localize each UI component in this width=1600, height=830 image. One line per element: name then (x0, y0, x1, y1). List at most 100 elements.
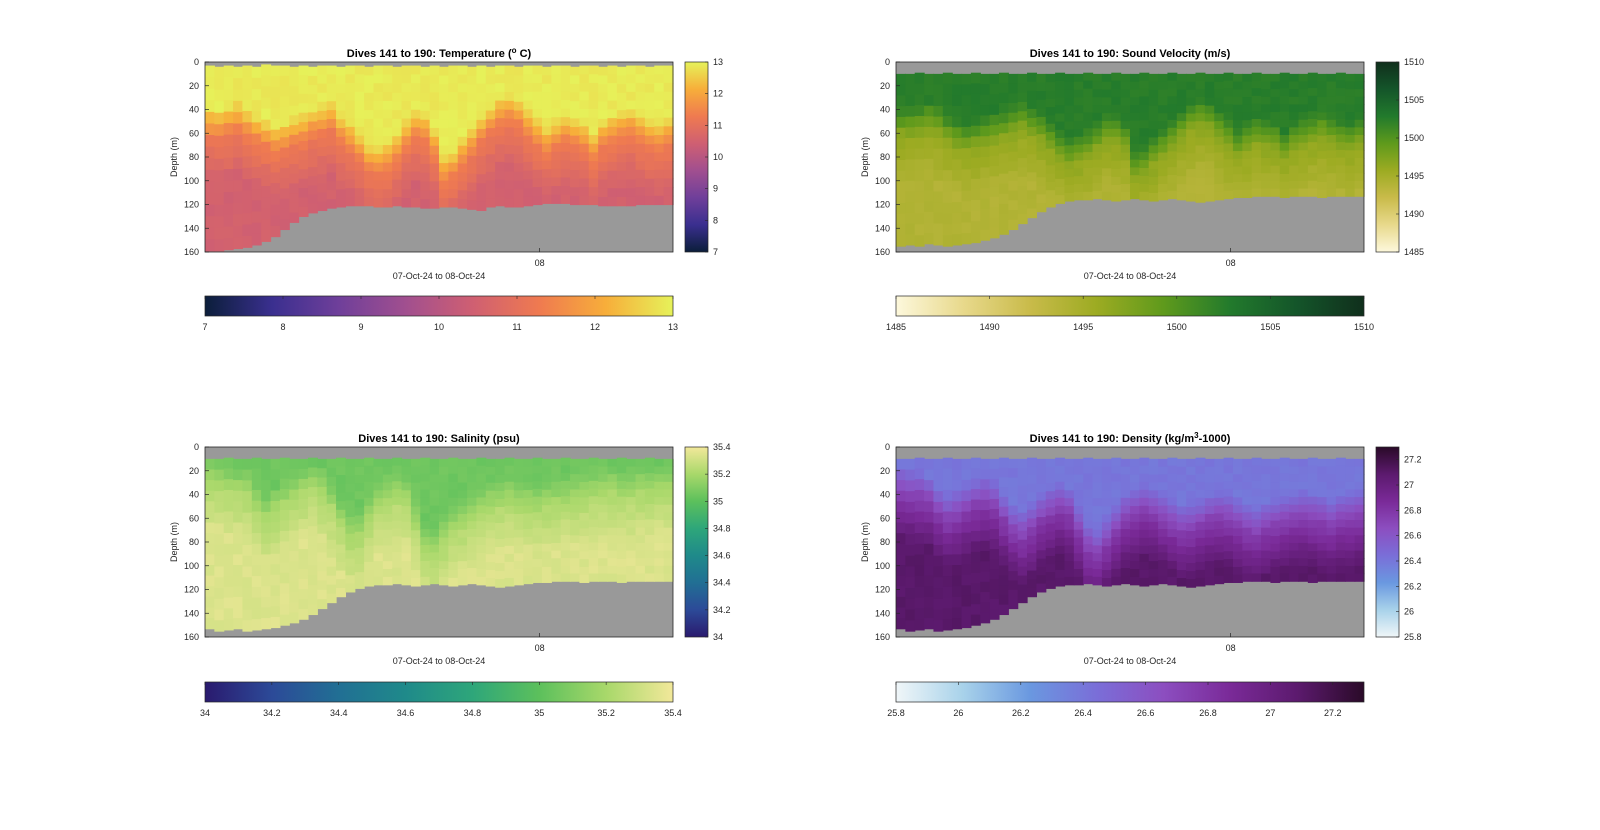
heatmap-cell (457, 199, 468, 209)
heatmap-cell (326, 584, 337, 595)
heatmap-cell (307, 66, 318, 77)
heatmap-cell (607, 161, 618, 172)
heatmap-cell (635, 187, 646, 197)
heatmap-cell (1158, 160, 1169, 169)
heatmap-cell (1279, 111, 1290, 121)
heatmap-cell (896, 480, 906, 492)
heatmap-cell (401, 74, 412, 84)
heatmap-cell (1204, 145, 1215, 154)
heatmap-cell (998, 163, 1009, 175)
heatmap-cell (251, 77, 262, 90)
heatmap-cell (382, 474, 393, 484)
heatmap-cell (1111, 176, 1122, 186)
heatmap-cell (942, 619, 953, 631)
heatmap-cell (448, 109, 459, 120)
heatmap-cell (1223, 527, 1234, 537)
heatmap-cell (1354, 466, 1365, 475)
heatmap-cell (541, 66, 552, 76)
heatmap-cell (233, 586, 244, 598)
hcolorbar-tick-label: 34 (200, 708, 210, 718)
heatmap-cell (1232, 104, 1243, 114)
heatmap-cell (485, 154, 496, 164)
heatmap-cell (570, 109, 580, 120)
x-tick-label: 08 (535, 258, 545, 268)
heatmap-cell (1139, 136, 1150, 145)
heatmap-cell (1176, 514, 1187, 523)
heatmap-cell (1101, 522, 1112, 531)
heatmap-cell (429, 101, 440, 111)
y-axis-label: Depth (m) (169, 522, 179, 562)
heatmap-cell (1261, 573, 1271, 582)
heatmap-cell (401, 153, 412, 164)
heatmap-cell (513, 529, 524, 539)
heatmap-cell (961, 479, 972, 492)
heatmap-cell (905, 105, 916, 118)
heatmap-cell (1083, 175, 1094, 185)
hcolorbar-tick-label: 34.2 (263, 708, 281, 718)
heatmap-cell (448, 162, 459, 173)
heatmap-cell (1345, 135, 1356, 144)
heatmap-cell (551, 527, 562, 536)
heatmap-cell (373, 537, 384, 547)
heatmap-cell (532, 169, 543, 180)
heatmap-cell (1176, 89, 1187, 99)
heatmap-cell (261, 108, 272, 121)
heatmap-cell (251, 554, 262, 566)
heatmap-cell (279, 530, 290, 542)
heatmap-cell (607, 83, 618, 93)
heatmap-cell (467, 567, 478, 577)
heatmap-cell (1130, 159, 1140, 168)
heatmap-cell (952, 596, 963, 609)
heatmap-cell (439, 545, 449, 554)
heatmap-cell (467, 66, 478, 77)
heatmap-cell (1298, 527, 1309, 536)
heatmap-cell (513, 119, 524, 129)
heatmap-cell (998, 604, 1009, 616)
heatmap-cell (1223, 473, 1234, 482)
heatmap-cell (467, 120, 478, 130)
heatmap-cell (205, 192, 215, 206)
heatmap-cell (588, 519, 599, 528)
heatmap-cell (626, 542, 637, 552)
heatmap-cell (233, 112, 244, 125)
heatmap-cell (1176, 530, 1187, 539)
heatmap-cell (1270, 104, 1281, 113)
heatmap-cell (1176, 554, 1187, 563)
heatmap-cell (644, 92, 655, 102)
heatmap-cell (1251, 188, 1262, 197)
heatmap-cell (485, 466, 496, 476)
heatmap-cell (382, 498, 393, 507)
heatmap-cell (261, 119, 272, 132)
heatmap-cell (439, 458, 449, 468)
heatmap-cell (392, 512, 403, 522)
heatmap-cell (429, 567, 440, 577)
heatmap-cell (1335, 173, 1346, 182)
heatmap-cell (1130, 73, 1140, 83)
heatmap-cell (485, 522, 496, 531)
heatmap-cell (354, 580, 365, 589)
heatmap-cell (410, 83, 421, 93)
heatmap-cell (1251, 542, 1262, 551)
heatmap-cell (1204, 490, 1215, 499)
heatmap-cell (1223, 143, 1234, 152)
heatmap-cell (1148, 81, 1159, 91)
heatmap-cell (541, 143, 552, 153)
heatmap-cell (317, 183, 328, 193)
heatmap-cell (1354, 165, 1365, 174)
heatmap-cell (1279, 488, 1290, 497)
heatmap-cell (588, 152, 599, 162)
heatmap-cell (373, 109, 384, 120)
colorbar-tick-label: 34.6 (713, 551, 731, 561)
heatmap-cell (635, 481, 646, 491)
heatmap-cell (1111, 120, 1122, 130)
heatmap-cell (317, 599, 328, 610)
heatmap-cell (448, 198, 459, 208)
heatmap-cell (942, 126, 953, 139)
heatmap-cell (336, 171, 346, 182)
heatmap-cell (1064, 569, 1075, 578)
heatmap-cell (989, 186, 1000, 198)
heatmap-cell (270, 76, 281, 88)
heatmap-cell (1027, 544, 1037, 554)
heatmap-cell (1232, 127, 1243, 137)
heatmap-cell (1223, 119, 1234, 129)
